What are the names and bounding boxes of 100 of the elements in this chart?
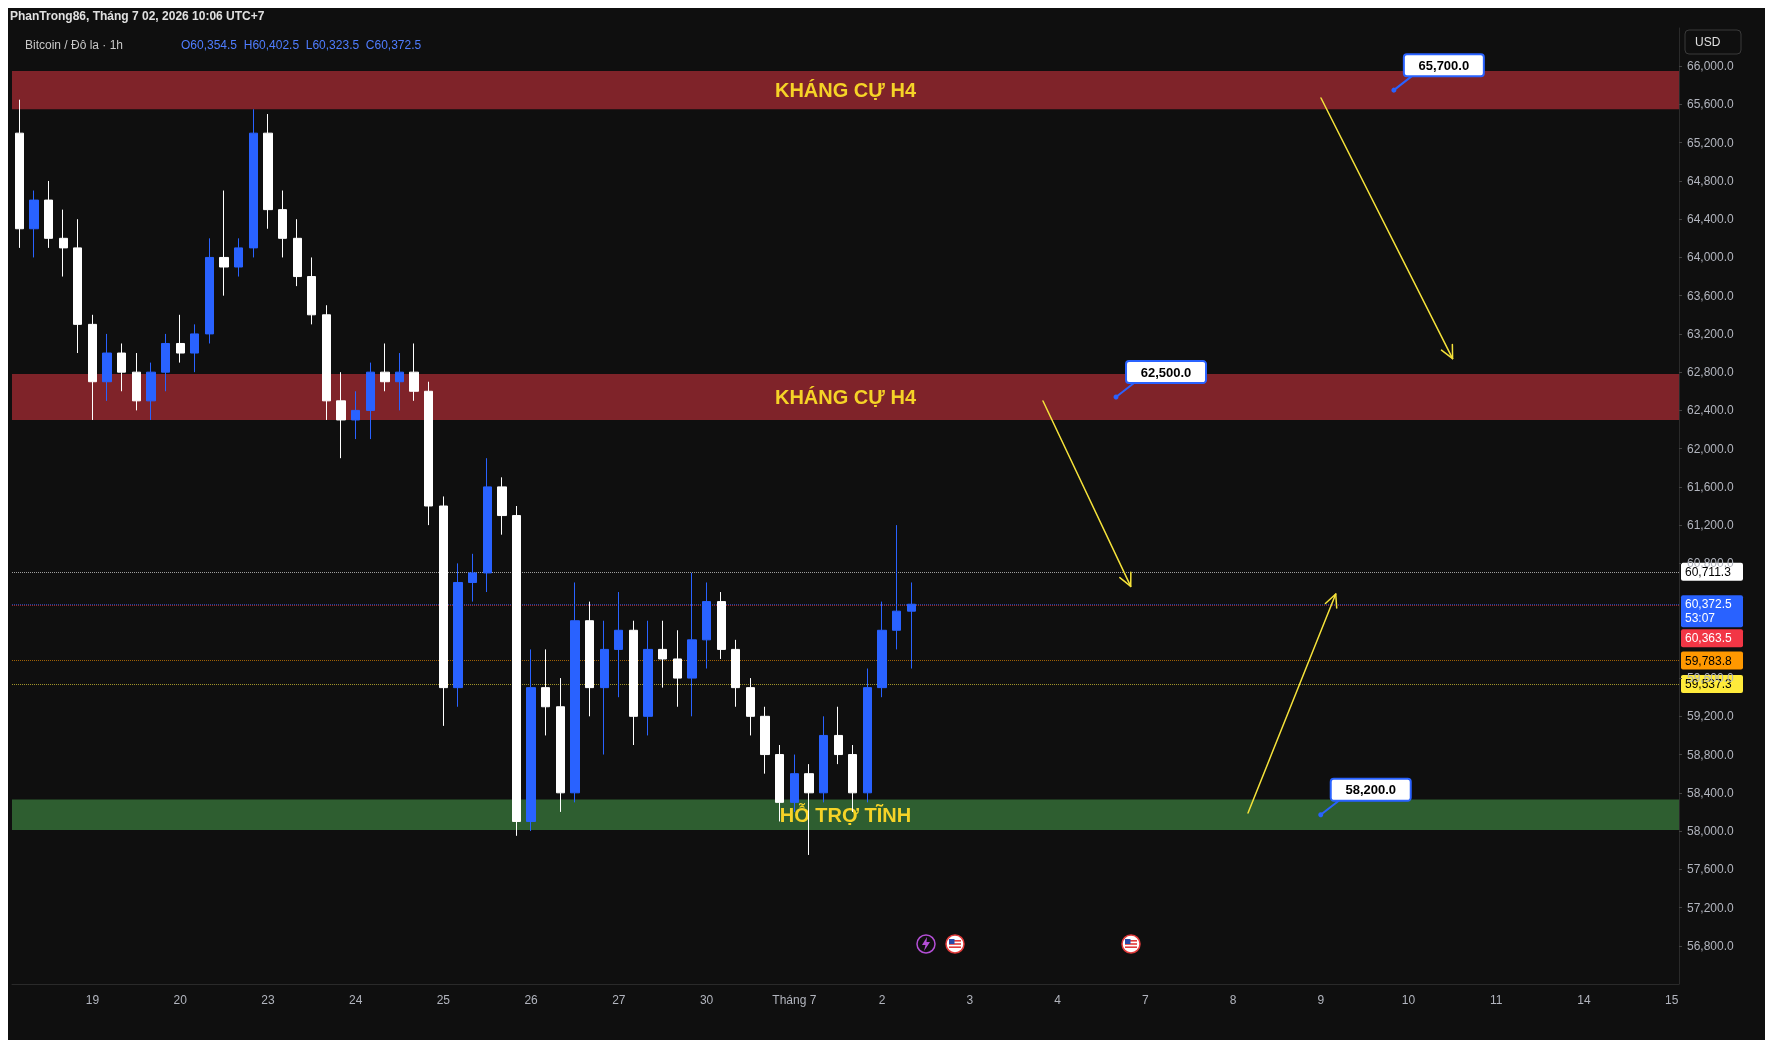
candlestick	[819, 715, 828, 803]
y-tick-label: 66,000.0	[1687, 59, 1735, 74]
candlestick	[453, 562, 463, 708]
x-tick-label: 30	[699, 993, 714, 1007]
candlestick	[877, 601, 887, 698]
candlestick	[234, 237, 243, 278]
candlestick	[132, 352, 141, 411]
y-tick-label: 65,200.0	[1687, 135, 1735, 150]
x-tick-label: 3	[966, 993, 974, 1007]
y-axis-title: USD	[1695, 35, 1721, 49]
text: Bitcoin / Đô la · 1h	[25, 38, 124, 52]
x-tick-label: 23	[261, 993, 275, 1007]
y-tick-label: 65,600.0	[1687, 97, 1735, 112]
y-tick-label: 61,200.0	[1687, 518, 1735, 533]
candlestick	[161, 333, 170, 392]
candlestick	[146, 362, 156, 421]
candlestick	[263, 113, 273, 230]
candlestick	[88, 314, 97, 421]
candlestick	[746, 677, 755, 736]
x-tick-label: 4	[1054, 993, 1062, 1007]
x-tick-label: 9	[1317, 993, 1325, 1007]
candlestick	[15, 99, 24, 249]
candlestick	[497, 476, 507, 536]
candlestick	[892, 524, 901, 650]
candlestick	[351, 390, 360, 440]
y-tick-label: 58,400.0	[1687, 785, 1735, 800]
x-tick-label: 15	[1665, 993, 1679, 1007]
annotation: 62,500.0	[1140, 364, 1192, 380]
candlestick	[190, 323, 199, 373]
x-tick-label: 8	[1229, 993, 1237, 1007]
candlestick	[643, 620, 653, 736]
y-tick-label: 57,200.0	[1687, 900, 1735, 915]
candlestick	[731, 639, 740, 708]
candlestick	[629, 620, 638, 746]
candlestick	[717, 591, 726, 660]
x-tick-label: 10	[1401, 993, 1416, 1007]
band-label: KHÁNG CỰ H4	[774, 79, 917, 102]
candlestick	[293, 218, 302, 287]
y-tick-label: 64,800.0	[1687, 173, 1735, 188]
y-tick-label: 59,200.0	[1687, 709, 1735, 724]
candlestick	[907, 581, 916, 670]
ref-line-label: 60,372.5 53:07	[1685, 597, 1733, 626]
x-tick-label: 11	[1489, 993, 1503, 1007]
y-tick-label: 58,000.0	[1687, 824, 1735, 839]
candlestick	[102, 333, 112, 402]
candlestick	[483, 457, 492, 593]
annotation: 65,700.0	[1418, 57, 1470, 73]
text: PhanTrong86, Tháng 7 02, 2026 10:06 UTC+7	[10, 9, 265, 23]
x-tick-label: 24	[348, 993, 363, 1007]
candlestick	[468, 553, 477, 603]
candlestick	[73, 218, 82, 354]
x-tick-label: 19	[85, 993, 100, 1007]
candlestick	[673, 629, 682, 708]
ref-line-label: 60,363.5	[1685, 631, 1733, 646]
candlestick	[439, 495, 448, 727]
candlestick	[29, 190, 39, 258]
band-label: HỖ TRỢ TĨNH	[779, 802, 912, 826]
candlestick	[834, 706, 843, 765]
candlestick	[380, 342, 390, 392]
y-tick-label: 57,600.0	[1687, 862, 1735, 877]
candlestick	[541, 648, 550, 736]
y-tick-label: 58,800.0	[1687, 747, 1735, 762]
annotation: 58,200.0	[1345, 782, 1397, 798]
candlestick	[526, 648, 536, 832]
candlestick	[409, 342, 419, 402]
candlestick	[176, 314, 185, 364]
ref-line-label: 59,783.8	[1685, 653, 1733, 668]
candlestick	[395, 352, 404, 411]
candlestick	[278, 190, 287, 258]
candlestick	[556, 677, 565, 813]
x-tick-label: 26	[524, 993, 539, 1007]
text: O60,354.5 H60,402.5 L60,323.5 C60,372.5	[181, 38, 422, 52]
candlestick	[600, 620, 609, 756]
candlestick	[760, 706, 770, 775]
candlestick	[336, 371, 346, 459]
x-tick-label: 20	[173, 993, 188, 1007]
candlestick	[117, 342, 126, 392]
candlestick	[585, 601, 594, 717]
candlestick	[658, 620, 667, 689]
candlestick	[205, 237, 214, 344]
y-tick-label: 64,000.0	[1687, 250, 1735, 265]
band-label: KHÁNG CỰ H4	[774, 386, 917, 409]
candlestick	[614, 591, 623, 698]
candlestick	[219, 190, 229, 297]
candlestick	[307, 256, 316, 325]
y-tick-label: 61,600.0	[1687, 479, 1735, 494]
candlestick	[687, 572, 697, 717]
candlestick	[512, 505, 521, 837]
y-tick-label: 63,200.0	[1687, 326, 1735, 341]
candlestick	[44, 180, 53, 249]
candlestick	[570, 581, 580, 803]
x-tick-label: 2	[878, 993, 886, 1007]
y-tick-label: 62,400.0	[1687, 403, 1735, 418]
y-tick-label: 63,600.0	[1687, 288, 1735, 303]
y-tick-label: 64,400.0	[1687, 212, 1735, 227]
y-tick-label: 62,800.0	[1687, 365, 1735, 380]
candlestick	[424, 381, 433, 526]
x-tick-label: 25	[436, 993, 451, 1007]
candlestick	[366, 362, 375, 440]
candlestick	[863, 668, 872, 803]
